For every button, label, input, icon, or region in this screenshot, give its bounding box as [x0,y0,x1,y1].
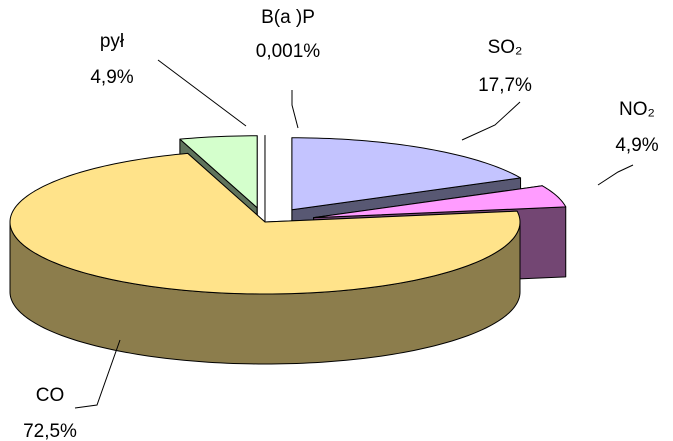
slice-top [9,152,521,295]
slice-top [179,135,258,209]
leader-line [74,339,121,409]
slice-value-label: 72,5% [23,421,77,441]
slice-value-label: 4,9% [90,67,133,88]
slice-top [291,137,522,211]
leader-line [597,164,634,186]
slice-label: B(a )P [261,7,315,28]
slice-label: CO [36,385,65,406]
leader-line [291,90,299,129]
slice-value-label: 4,9% [615,135,658,156]
slice-value-label: 0,001% [256,41,321,62]
slice-label: SO₂ [488,37,523,58]
slice-label: NO₂ [619,99,655,120]
slice-label: pył [100,31,125,52]
leader-line [157,59,247,127]
leader-line [461,101,521,141]
slice-top [313,185,567,219]
slice-value-label: 17,7% [478,75,532,96]
